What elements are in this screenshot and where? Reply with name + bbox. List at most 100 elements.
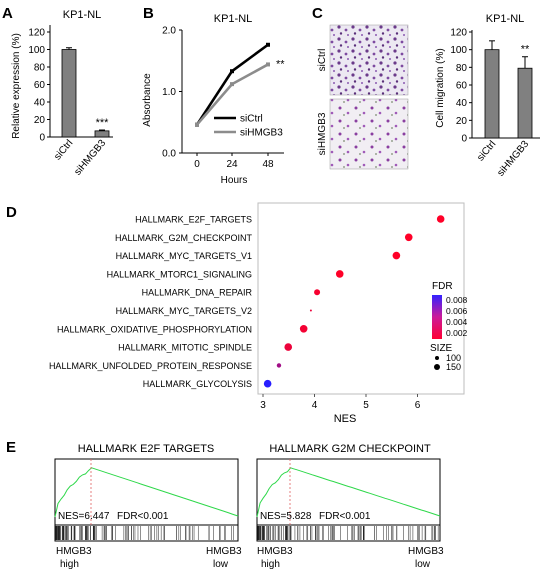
image-label-sihmgb3: siHMGB3 — [317, 112, 328, 155]
pathway-label: HALLMARK_DNA_REPAIR — [142, 288, 253, 298]
panel-a-letter: A — [2, 5, 13, 22]
panel-d: D HALLMARK_E2F_TARGETS HALLMARK_G2M_CHECK… — [6, 202, 468, 425]
e2f-right-label-line2: low — [213, 559, 229, 570]
pathway-dot — [263, 379, 272, 388]
pathway-dot — [335, 270, 344, 278]
gsea-plot-e2f: HALLMARK E2F TARGETS NES=6.447 FDR<0.001 — [54, 443, 239, 542]
data-point — [195, 122, 199, 127]
gsea-g2m-title: HALLMARK G2M CHECKPOINT — [269, 443, 431, 455]
pathway-dot — [309, 309, 312, 312]
x-tick-label: 0 — [194, 159, 200, 170]
e2f-left-label-line1: HMGB3 — [56, 546, 92, 557]
x-category-label: siCtrl — [475, 139, 498, 164]
gsea-e2f-running-score — [54, 467, 239, 518]
x-tick-label: 5 — [363, 400, 369, 411]
panel-d-xlabel: NES — [334, 413, 357, 425]
data-point — [266, 42, 270, 47]
size-legend-dot-small — [435, 356, 439, 360]
panel-a: A KP1-NL Relative expression (%) 0 20 40 60… — [2, 5, 113, 178]
panel-e-letter: E — [6, 439, 16, 456]
pathway-label: HALLMARK_E2F_TARGETS — [135, 215, 252, 225]
fdr-tick-label: 0.006 — [446, 306, 468, 316]
panel-b-y-ticks: 0.0 1.0 2.0 — [162, 26, 182, 160]
size-legend: SIZE 100 150 — [430, 343, 461, 372]
pathway-label: HALLMARK_MYC_TARGETS_V2 — [116, 306, 252, 316]
y-tick-label: 60 — [456, 81, 468, 92]
x-category-label: siHMGB3 — [72, 138, 108, 178]
data-point — [266, 62, 270, 67]
panel-d-letter: D — [6, 204, 17, 221]
panel-c: C siCtrl siHMGB3 KP1-NL Cell migration (… — [312, 5, 540, 179]
panel-d-x-ticks: 3 4 5 6 — [260, 394, 421, 411]
pathway-dot — [314, 289, 321, 296]
migration-image-sihmgb3 — [329, 98, 409, 170]
panel-a-significance: *** — [96, 117, 110, 129]
y-tick-label: 20 — [456, 116, 468, 127]
fdr-tick-label: 0.002 — [446, 328, 468, 338]
x-category-label: siCtrl — [52, 138, 75, 163]
gsea-e2f-nes: NES=6.447 — [58, 511, 110, 522]
panel-b: B KP1-NL Absorbance 0.0 1.0 2.0 0 24 48 Hour… — [142, 5, 285, 186]
y-tick-label: 0 — [461, 134, 467, 145]
panel-b-letter: B — [143, 5, 154, 22]
x-category-label: siHMGB3 — [495, 139, 531, 179]
panel-e: E HALLMARK E2F TARGETS NES=6.447 FDR<0.0… — [6, 439, 444, 570]
image-label-sictrl: siCtrl — [317, 49, 328, 72]
gsea-g2m-running-score — [256, 467, 441, 518]
panel-d-plot-frame — [257, 202, 465, 395]
panel-b-ylabel: Absorbance — [142, 73, 153, 127]
y-tick-label: 100 — [28, 45, 45, 56]
panel-d-pathways: HALLMARK_E2F_TARGETS HALLMARK_G2M_CHECKPO… — [49, 215, 445, 389]
migration-image-sictrl — [329, 24, 409, 96]
pathway-label: HALLMARK_UNFOLDED_PROTEIN_RESPONSE — [49, 361, 252, 371]
panel-b-significance: ** — [276, 58, 285, 70]
gsea-e2f-fdr: FDR<0.001 — [117, 511, 169, 522]
fdr-tick-label: 0.008 — [446, 295, 468, 305]
gsea-g2m-enrichment-frame — [256, 458, 441, 542]
x-tick-label: 24 — [226, 159, 238, 170]
y-tick-label: 0.0 — [162, 149, 176, 160]
y-tick-label: 40 — [34, 98, 46, 109]
pathway-label: HALLMARK_GLYCOLYSIS — [143, 379, 252, 389]
y-tick-label: 120 — [450, 28, 467, 39]
pathway-dot — [404, 233, 413, 242]
x-tick-label: 6 — [415, 400, 421, 411]
size-legend-dot-large — [434, 364, 440, 370]
pathway-label: HALLMARK_MITOTIC_SPINDLE — [118, 343, 252, 353]
gsea-g2m-fdr: FDR<0.001 — [319, 511, 371, 522]
y-tick-label: 40 — [456, 98, 468, 109]
panel-b-series — [195, 42, 270, 127]
y-tick-label: 0 — [39, 133, 45, 144]
gsea-g2m-nes: NES=5.828 — [260, 511, 312, 522]
bar — [484, 49, 500, 139]
y-tick-label: 1.0 — [162, 87, 176, 98]
panel-a-y-ticks: 0 20 40 60 80 100 120 — [28, 28, 50, 144]
panel-a-ylabel: Relative expression (%) — [11, 33, 22, 139]
size-legend-title: SIZE — [430, 343, 453, 354]
gsea-e2f-enrichment-frame — [54, 458, 239, 542]
data-point — [230, 69, 234, 74]
gsea-e2f-title: HALLMARK E2F TARGETS — [78, 443, 215, 455]
y-tick-label: 60 — [34, 80, 46, 91]
size-legend-150: 150 — [446, 362, 461, 372]
gsea-plot-g2m: HALLMARK G2M CHECKPOINT NES=5.828 FDR<0.… — [256, 443, 441, 542]
pathway-dot — [436, 215, 445, 223]
panel-c-letter: C — [312, 5, 323, 22]
fdr-legend-title: FDR — [432, 281, 453, 292]
pathway-label: HALLMARK_MTORC1_SIGNALING — [107, 269, 252, 279]
y-tick-label: 2.0 — [162, 26, 176, 37]
g2m-right-label-line2: low — [415, 559, 431, 570]
e2f-right-label-line1: HMGB3 — [206, 546, 242, 557]
panel-b-xlabel: Hours — [221, 175, 248, 186]
gsea-e2f-hit-lines — [55, 526, 234, 540]
y-tick-label: 80 — [34, 63, 46, 74]
y-tick-label: 120 — [28, 28, 45, 39]
fdr-gradient-bar — [432, 295, 442, 339]
size-legend-100: 100 — [446, 353, 461, 363]
legend-label: siHMGB3 — [240, 128, 283, 139]
legend-label: siCtrl — [240, 114, 263, 125]
